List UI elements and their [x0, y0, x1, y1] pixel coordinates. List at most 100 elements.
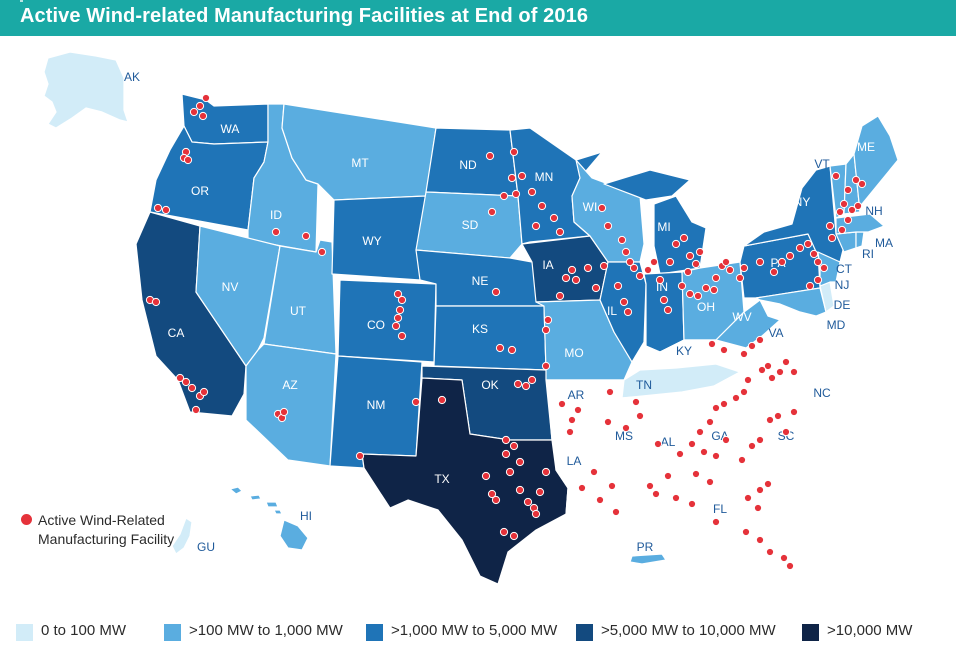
state-label-az: AZ: [282, 378, 297, 392]
facility-marker: [701, 283, 711, 293]
facility-marker: [397, 331, 407, 341]
facility-marker: [485, 151, 495, 161]
facility-marker: [739, 263, 749, 273]
facility-marker: [589, 467, 599, 477]
facility-marker: [621, 247, 631, 257]
facility-marker: [705, 477, 715, 487]
facility-marker: [613, 281, 623, 291]
facility-marker: [537, 201, 547, 211]
facility-marker: [195, 101, 205, 111]
state-il: [599, 261, 647, 363]
facility-marker: [605, 387, 615, 397]
facility-marker: [721, 435, 731, 445]
facility-marker: [555, 291, 565, 301]
facility-marker: [513, 379, 523, 389]
facility-marker: [355, 451, 365, 461]
state-label-va: VA: [768, 326, 783, 340]
facility-marker: [391, 321, 401, 331]
facility-marker: [651, 489, 661, 499]
facility-marker: [757, 365, 767, 375]
facility-marker: [659, 295, 669, 305]
state-label-nh: NH: [865, 204, 882, 218]
facility-marker: [631, 397, 641, 407]
facility-marker: [769, 267, 779, 277]
legend-label: >10,000 MW: [827, 622, 913, 639]
state-label-mi: MI: [657, 220, 670, 234]
facility-marker: [837, 225, 847, 235]
facility-marker: [505, 467, 515, 477]
facility-marker: [317, 247, 327, 257]
facility-marker: [649, 257, 659, 267]
legend-label: 0 to 100 MW: [41, 622, 127, 639]
state-fl: [667, 473, 803, 581]
state-label-ct: CT: [836, 262, 853, 276]
facility-marker: [825, 221, 835, 231]
facility-marker: [711, 517, 721, 527]
state-label-vt: VT: [814, 157, 830, 171]
state-label-il: IL: [607, 304, 617, 318]
facility-marker-icon: [20, 513, 33, 526]
state-label-nd: ND: [459, 158, 477, 172]
facility-marker: [541, 325, 551, 335]
facility-marker: [809, 249, 819, 259]
facility-marker: [623, 307, 633, 317]
facility-marker: [395, 305, 405, 315]
state-label-ks: KS: [472, 322, 488, 336]
facility-marker: [501, 449, 511, 459]
state-label-hi: HI: [300, 509, 312, 523]
facility-marker: [393, 289, 403, 299]
facility-marker: [685, 251, 695, 261]
state-label-mo: MO: [564, 346, 583, 360]
facility-marker: [577, 483, 587, 493]
facility-marker: [755, 485, 765, 495]
facility-marker: [677, 281, 687, 291]
state-label-ca: CA: [168, 326, 185, 340]
facility-marker: [151, 297, 161, 307]
facility-marker: [198, 111, 208, 121]
state-label-gu: GU: [197, 540, 215, 554]
facility-marker: [737, 455, 747, 465]
facility-marker: [743, 375, 753, 385]
state-label-ny: NY: [794, 195, 811, 209]
facility-marker: [679, 233, 689, 243]
facility-marker: [753, 503, 763, 513]
facility-marker: [397, 295, 407, 305]
legend-label: >100 MW to 1,000 MW: [189, 622, 343, 639]
state-az: [245, 343, 337, 467]
facility-marker: [603, 221, 613, 231]
state-label-wy: WY: [362, 234, 381, 248]
state-label-or: OR: [191, 184, 209, 198]
facility-marker: [711, 403, 721, 413]
legend-swatch: [164, 624, 181, 641]
facility-marker: [531, 221, 541, 231]
facility-marker: [507, 173, 517, 183]
facility-marker: [721, 257, 731, 267]
facility-marker: [695, 247, 705, 257]
facility-marker: [271, 227, 281, 237]
state-label-nm: NM: [367, 398, 386, 412]
facility-marker: [437, 395, 447, 405]
facility-marker: [511, 189, 521, 199]
facility-marker: [765, 547, 775, 557]
header-decoration: [20, 0, 23, 2]
facility-marker: [803, 239, 813, 249]
state-label-me: ME: [857, 140, 875, 154]
facility-marker: [635, 271, 645, 281]
facility-marker: [495, 343, 505, 353]
facility-marker: [509, 147, 519, 157]
facility-marker: [557, 399, 567, 409]
facility-marker: [685, 289, 695, 299]
facility-marker: [643, 265, 653, 275]
facility-marker: [567, 265, 577, 275]
facility-marker: [599, 261, 609, 271]
facility-marker: [785, 561, 795, 571]
state-ia: [521, 235, 609, 303]
facility-marker: [843, 215, 853, 225]
facility-marker: [755, 535, 765, 545]
facility-marker: [671, 493, 681, 503]
facility-marker: [709, 285, 719, 295]
facility-marker: [707, 339, 717, 349]
facility-marker: [693, 291, 703, 301]
facility-marker: [663, 471, 673, 481]
facility-marker: [571, 275, 581, 285]
